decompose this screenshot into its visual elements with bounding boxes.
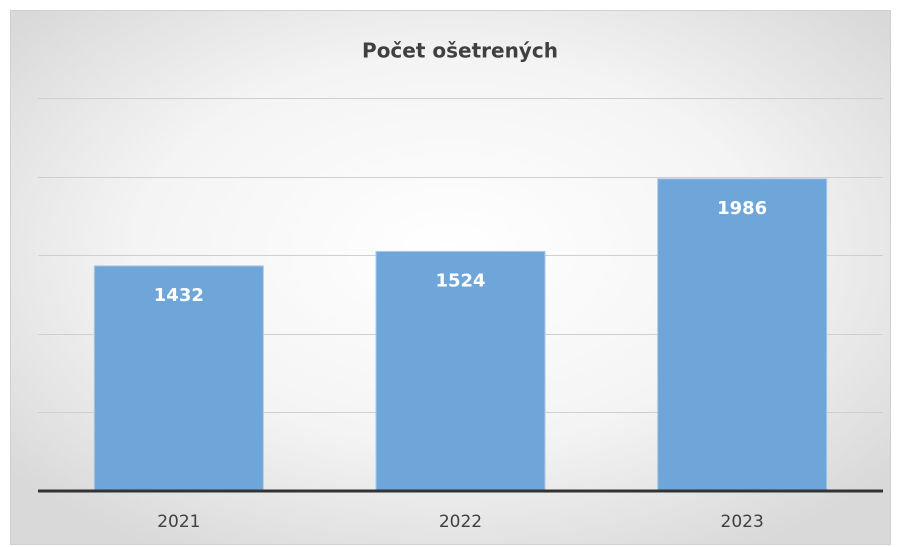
axis: 2021 2022 2023 [38,489,883,532]
x-tick-label: 2021 [157,512,200,532]
bar [375,250,546,492]
bars: 1432 1524 1986 [93,178,828,492]
data-label: 1524 [435,270,485,291]
bar [657,178,828,492]
x-tick-label: 2022 [439,512,482,532]
bar [93,265,264,492]
data-label: 1432 [154,285,204,306]
data-label: 1986 [717,198,767,219]
x-tick-label: 2023 [721,512,764,532]
chart-title: Počet ošetrených [362,39,558,63]
